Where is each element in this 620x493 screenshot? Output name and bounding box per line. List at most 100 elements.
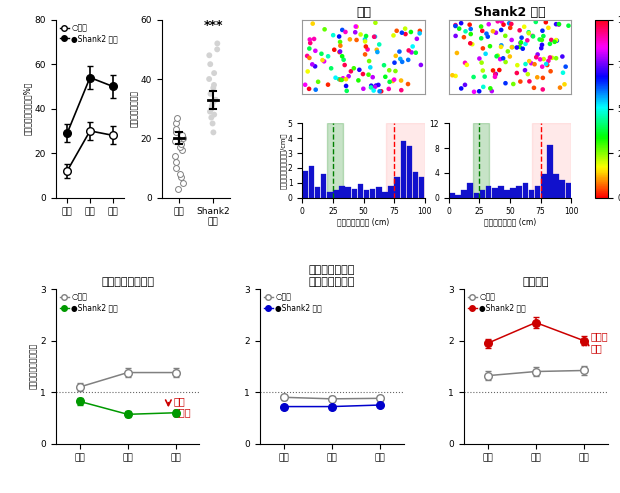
Point — [536, 44, 546, 52]
Point — [483, 33, 493, 40]
Point — [538, 85, 547, 93]
Point — [335, 42, 345, 50]
Point — [465, 39, 475, 47]
Point — [508, 80, 518, 88]
Point — [557, 53, 567, 61]
Point — [459, 33, 469, 41]
Point — [490, 70, 500, 78]
Point — [376, 87, 386, 95]
Bar — [541, 174, 546, 198]
Point — [505, 24, 515, 32]
Point — [310, 63, 320, 70]
Point — [407, 48, 417, 56]
Point — [487, 87, 497, 95]
Point — [340, 28, 350, 36]
Legend: ○正常, ●Shank2 欠損: ○正常, ●Shank2 欠損 — [264, 293, 322, 313]
Point — [384, 78, 394, 86]
Point — [537, 41, 547, 49]
Point — [478, 44, 488, 52]
Point — [469, 73, 479, 81]
Point — [484, 20, 494, 28]
Point — [308, 20, 317, 28]
Point — [338, 74, 348, 82]
Point — [365, 64, 375, 71]
Point — [171, 125, 181, 133]
Bar — [486, 186, 492, 198]
Point — [170, 152, 180, 160]
Bar — [565, 183, 571, 198]
Point — [491, 70, 501, 78]
Point — [448, 71, 458, 79]
Point — [534, 35, 544, 43]
Point — [524, 29, 534, 37]
Point — [384, 85, 394, 93]
Point — [340, 61, 350, 69]
Bar — [376, 187, 381, 198]
Point — [460, 59, 470, 67]
Point — [507, 20, 516, 28]
Point — [364, 57, 374, 65]
Bar — [492, 188, 497, 198]
Point — [498, 54, 508, 62]
Y-axis label: 報酬の回数（回）: 報酬の回数（回） — [130, 90, 140, 127]
Point — [467, 40, 477, 48]
Point — [335, 76, 345, 84]
Point — [337, 26, 347, 34]
Point — [304, 54, 314, 62]
Point — [535, 55, 545, 63]
Point — [476, 23, 486, 31]
Point — [205, 107, 215, 115]
Point — [515, 77, 525, 85]
Point — [334, 75, 344, 83]
Point — [352, 36, 361, 44]
Point — [538, 74, 548, 82]
Point — [474, 87, 484, 95]
Point — [523, 70, 533, 78]
Point — [461, 28, 471, 35]
Point — [564, 22, 574, 30]
Point — [469, 88, 479, 96]
Point — [313, 78, 323, 86]
Bar — [333, 190, 339, 198]
Point — [512, 43, 522, 51]
Point — [529, 60, 539, 68]
Point — [454, 25, 464, 33]
Point — [363, 70, 373, 78]
Point — [462, 61, 472, 69]
Y-axis label: 場所細胞の割合（倍）: 場所細胞の割合（倍） — [29, 343, 38, 389]
Point — [205, 60, 215, 68]
Point — [208, 128, 218, 136]
Point — [490, 73, 500, 81]
Point — [493, 52, 503, 60]
Point — [374, 87, 384, 95]
Point — [551, 20, 561, 28]
Point — [323, 81, 333, 89]
Bar — [461, 189, 467, 198]
Bar — [401, 141, 406, 198]
Bar — [467, 183, 473, 198]
Bar — [382, 192, 388, 198]
Point — [403, 80, 413, 88]
Bar — [559, 180, 565, 198]
Point — [311, 86, 321, 94]
Text: 過剰な
増加: 過剰な 増加 — [591, 331, 608, 353]
Point — [389, 59, 399, 67]
Point — [476, 35, 486, 42]
Bar — [370, 189, 376, 198]
Legend: ○正常, ●Shank2 欠損: ○正常, ●Shank2 欠損 — [60, 24, 118, 43]
Point — [175, 143, 185, 151]
Point — [400, 25, 410, 33]
Title: 報酬地点: 報酬地点 — [523, 277, 549, 287]
Point — [495, 55, 505, 63]
Point — [456, 19, 466, 27]
Point — [366, 82, 376, 90]
Point — [515, 43, 525, 51]
Point — [305, 39, 315, 47]
Point — [545, 40, 555, 48]
Point — [478, 83, 488, 91]
Point — [491, 29, 501, 36]
Point — [177, 146, 187, 154]
Point — [320, 25, 330, 33]
Point — [543, 24, 553, 32]
Point — [391, 52, 401, 60]
